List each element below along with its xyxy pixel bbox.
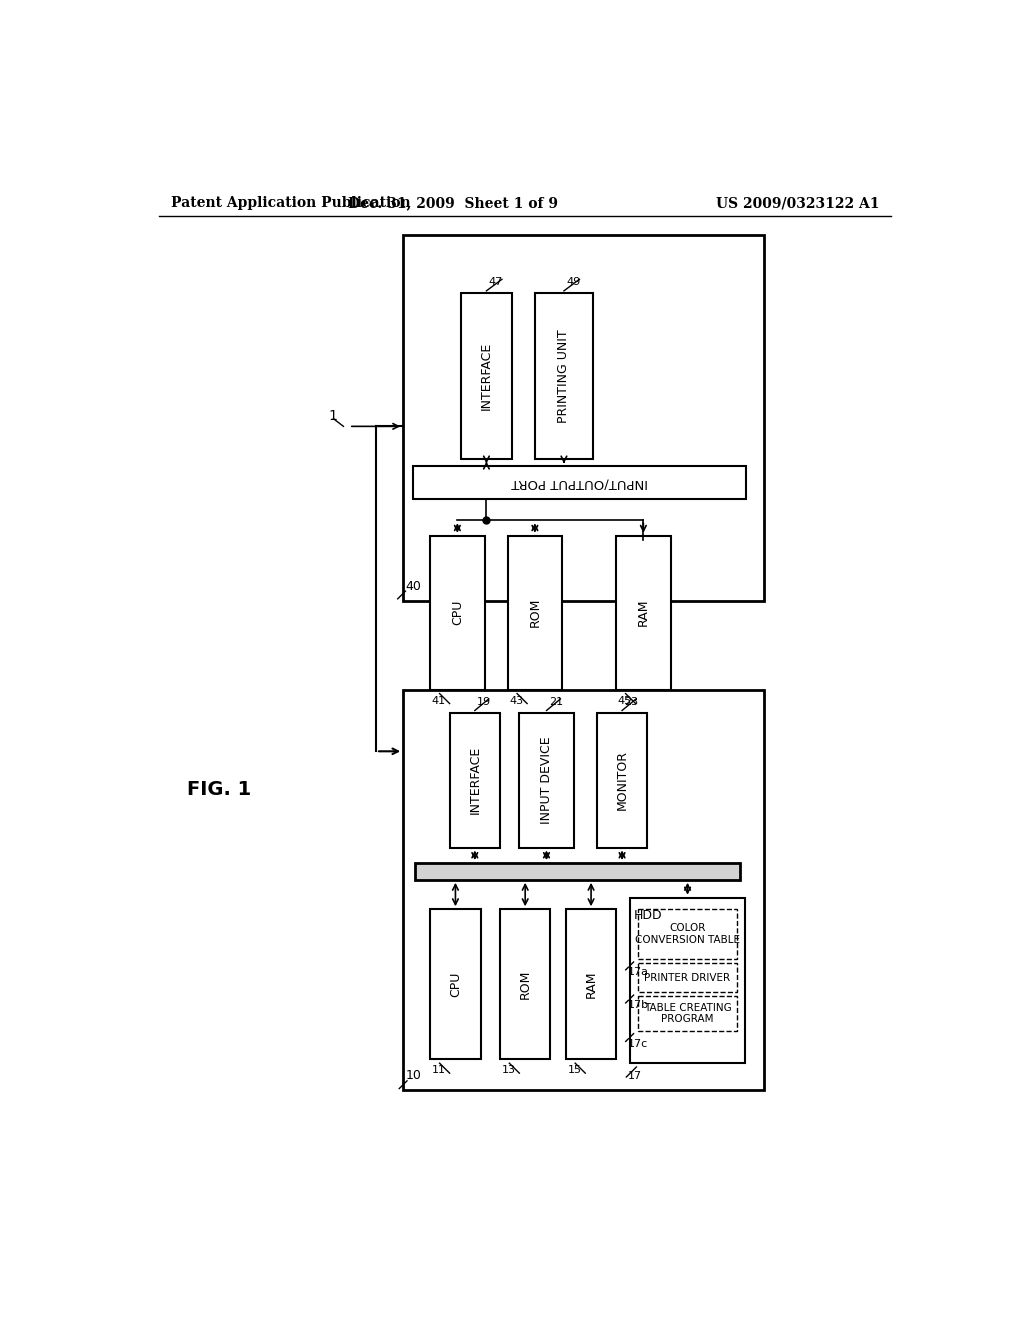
- Text: 40: 40: [406, 581, 421, 594]
- Bar: [638, 964, 737, 993]
- Bar: [500, 909, 550, 1059]
- Bar: [638, 909, 737, 960]
- Text: 1: 1: [329, 409, 338, 424]
- Text: 17b: 17b: [628, 1001, 649, 1010]
- Bar: [519, 713, 573, 847]
- Bar: [414, 466, 746, 499]
- Text: 17: 17: [628, 1071, 642, 1081]
- Bar: [403, 235, 764, 601]
- Bar: [597, 713, 647, 847]
- Text: Dec. 31, 2009  Sheet 1 of 9: Dec. 31, 2009 Sheet 1 of 9: [348, 197, 558, 210]
- Bar: [630, 898, 744, 1063]
- Bar: [566, 909, 616, 1059]
- Text: 23: 23: [625, 697, 639, 706]
- Text: 19: 19: [477, 697, 492, 706]
- Text: 43: 43: [509, 696, 523, 706]
- Text: 10: 10: [406, 1069, 421, 1082]
- Text: INPUT/OUTPUT PORT: INPUT/OUTPUT PORT: [511, 477, 648, 490]
- Text: CPU: CPU: [451, 601, 464, 626]
- Text: 17a: 17a: [628, 966, 649, 977]
- Text: INTERFACE: INTERFACE: [468, 746, 481, 814]
- Text: US 2009/0323122 A1: US 2009/0323122 A1: [716, 197, 880, 210]
- Text: RAM: RAM: [637, 599, 650, 627]
- Text: COLOR
CONVERSION TABLE: COLOR CONVERSION TABLE: [635, 924, 740, 945]
- Text: ROM: ROM: [528, 598, 542, 627]
- Text: PRINTER DRIVER: PRINTER DRIVER: [644, 973, 730, 982]
- Bar: [535, 293, 593, 459]
- Text: INTERFACE: INTERFACE: [480, 342, 493, 411]
- Bar: [638, 997, 737, 1031]
- Text: 11: 11: [432, 1065, 445, 1076]
- Text: 13: 13: [502, 1065, 515, 1076]
- Text: Patent Application Publication: Patent Application Publication: [171, 197, 411, 210]
- Text: 21: 21: [549, 697, 563, 706]
- Text: MONITOR: MONITOR: [615, 750, 629, 810]
- Text: INPUT DEVICE: INPUT DEVICE: [540, 737, 553, 824]
- Text: 45: 45: [617, 696, 632, 706]
- Text: CPU: CPU: [449, 972, 462, 997]
- Text: 41: 41: [432, 696, 445, 706]
- Text: 15: 15: [567, 1065, 582, 1076]
- Bar: [430, 536, 484, 689]
- Bar: [508, 536, 562, 689]
- Bar: [403, 689, 764, 1090]
- Text: 49: 49: [566, 277, 581, 286]
- Bar: [450, 713, 500, 847]
- Bar: [616, 536, 671, 689]
- Text: 17c: 17c: [628, 1039, 648, 1048]
- Bar: [415, 863, 740, 880]
- Text: PRINTING UNIT: PRINTING UNIT: [557, 329, 570, 422]
- Text: ROM: ROM: [519, 969, 531, 999]
- Text: FIG. 1: FIG. 1: [187, 780, 252, 800]
- Text: 47: 47: [488, 277, 503, 286]
- Bar: [461, 293, 512, 459]
- Bar: [430, 909, 480, 1059]
- Text: HDD: HDD: [634, 909, 663, 923]
- Text: TABLE CREATING
PROGRAM: TABLE CREATING PROGRAM: [644, 1003, 731, 1024]
- Text: RAM: RAM: [585, 970, 598, 998]
